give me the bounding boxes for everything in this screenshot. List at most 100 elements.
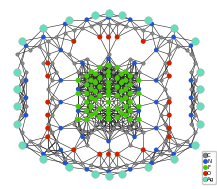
- Point: [189, 144, 193, 147]
- Point: [89, 114, 93, 117]
- Point: [124, 79, 128, 82]
- Point: [133, 161, 136, 164]
- Point: [185, 49, 188, 52]
- Point: [89, 131, 93, 134]
- Point: [81, 161, 84, 164]
- Point: [107, 66, 110, 69]
- Point: [163, 140, 167, 143]
- Point: [89, 70, 93, 73]
- Point: [168, 127, 171, 130]
- Point: [115, 116, 119, 119]
- Point: [124, 96, 128, 99]
- Point: [16, 122, 19, 125]
- Point: [137, 88, 141, 91]
- Point: [55, 70, 58, 73]
- Point: [98, 36, 102, 39]
- Point: [159, 114, 162, 117]
- Point: [146, 18, 149, 21]
- Point: [107, 148, 110, 151]
- Point: [81, 74, 84, 77]
- Point: [85, 144, 89, 147]
- Point: [141, 148, 145, 151]
- Point: [94, 127, 97, 130]
- Point: [163, 70, 167, 73]
- Point: [24, 70, 28, 73]
- Point: [155, 148, 158, 151]
- Point: [42, 62, 45, 65]
- Point: [89, 25, 93, 28]
- Point: [16, 122, 19, 125]
- Point: [94, 14, 97, 17]
- Point: [50, 79, 54, 82]
- Point: [107, 118, 110, 121]
- Point: [107, 74, 110, 77]
- Point: [55, 105, 58, 108]
- Point: [46, 88, 49, 91]
- Point: [107, 112, 110, 115]
- Point: [89, 105, 93, 108]
- Point: [115, 153, 119, 156]
- Point: [98, 74, 102, 77]
- Point: [20, 114, 23, 117]
- Point: [85, 18, 89, 21]
- Point: [94, 172, 97, 175]
- Point: [29, 49, 32, 52]
- Point: [16, 88, 19, 91]
- Point: [189, 114, 193, 117]
- Point: [98, 85, 102, 88]
- Point: [172, 157, 175, 160]
- Point: [42, 27, 45, 30]
- Point: [198, 105, 201, 108]
- Point: [50, 131, 54, 134]
- Point: [155, 49, 158, 52]
- Point: [194, 96, 197, 99]
- Point: [120, 72, 123, 75]
- Point: [85, 168, 89, 171]
- Point: [120, 14, 123, 17]
- Point: [20, 96, 23, 99]
- Point: [172, 27, 175, 30]
- Point: [124, 88, 128, 91]
- Point: [107, 140, 110, 143]
- Point: [59, 101, 62, 104]
- Point: [20, 144, 23, 147]
- Point: [194, 144, 197, 147]
- Point: [133, 122, 136, 125]
- Point: [98, 116, 102, 119]
- Point: [128, 127, 132, 130]
- Point: [107, 70, 110, 73]
- Point: [102, 70, 106, 73]
- Point: [98, 153, 102, 156]
- Point: [98, 22, 102, 26]
- Point: [124, 114, 128, 117]
- Point: [124, 70, 128, 73]
- Point: [128, 144, 132, 147]
- Point: [168, 101, 171, 104]
- Point: [141, 40, 145, 43]
- Point: [81, 131, 84, 134]
- Point: [194, 114, 197, 117]
- Point: [81, 62, 84, 65]
- Point: [107, 116, 110, 119]
- Point: [50, 62, 54, 65]
- Point: [150, 161, 154, 164]
- Point: [76, 79, 80, 82]
- Point: [150, 31, 154, 34]
- Point: [194, 79, 197, 82]
- Point: [107, 90, 110, 93]
- Point: [120, 81, 123, 84]
- Point: [81, 27, 84, 30]
- Point: [107, 166, 110, 169]
- Point: [163, 88, 167, 91]
- Point: [163, 122, 167, 125]
- Point: [42, 36, 45, 39]
- Point: [189, 105, 193, 108]
- Point: [55, 36, 58, 39]
- Point: [120, 112, 123, 115]
- Point: [189, 53, 193, 56]
- Point: [107, 153, 110, 156]
- Point: [24, 44, 28, 47]
- Point: [189, 44, 193, 47]
- Point: [55, 140, 58, 143]
- Point: [189, 70, 193, 73]
